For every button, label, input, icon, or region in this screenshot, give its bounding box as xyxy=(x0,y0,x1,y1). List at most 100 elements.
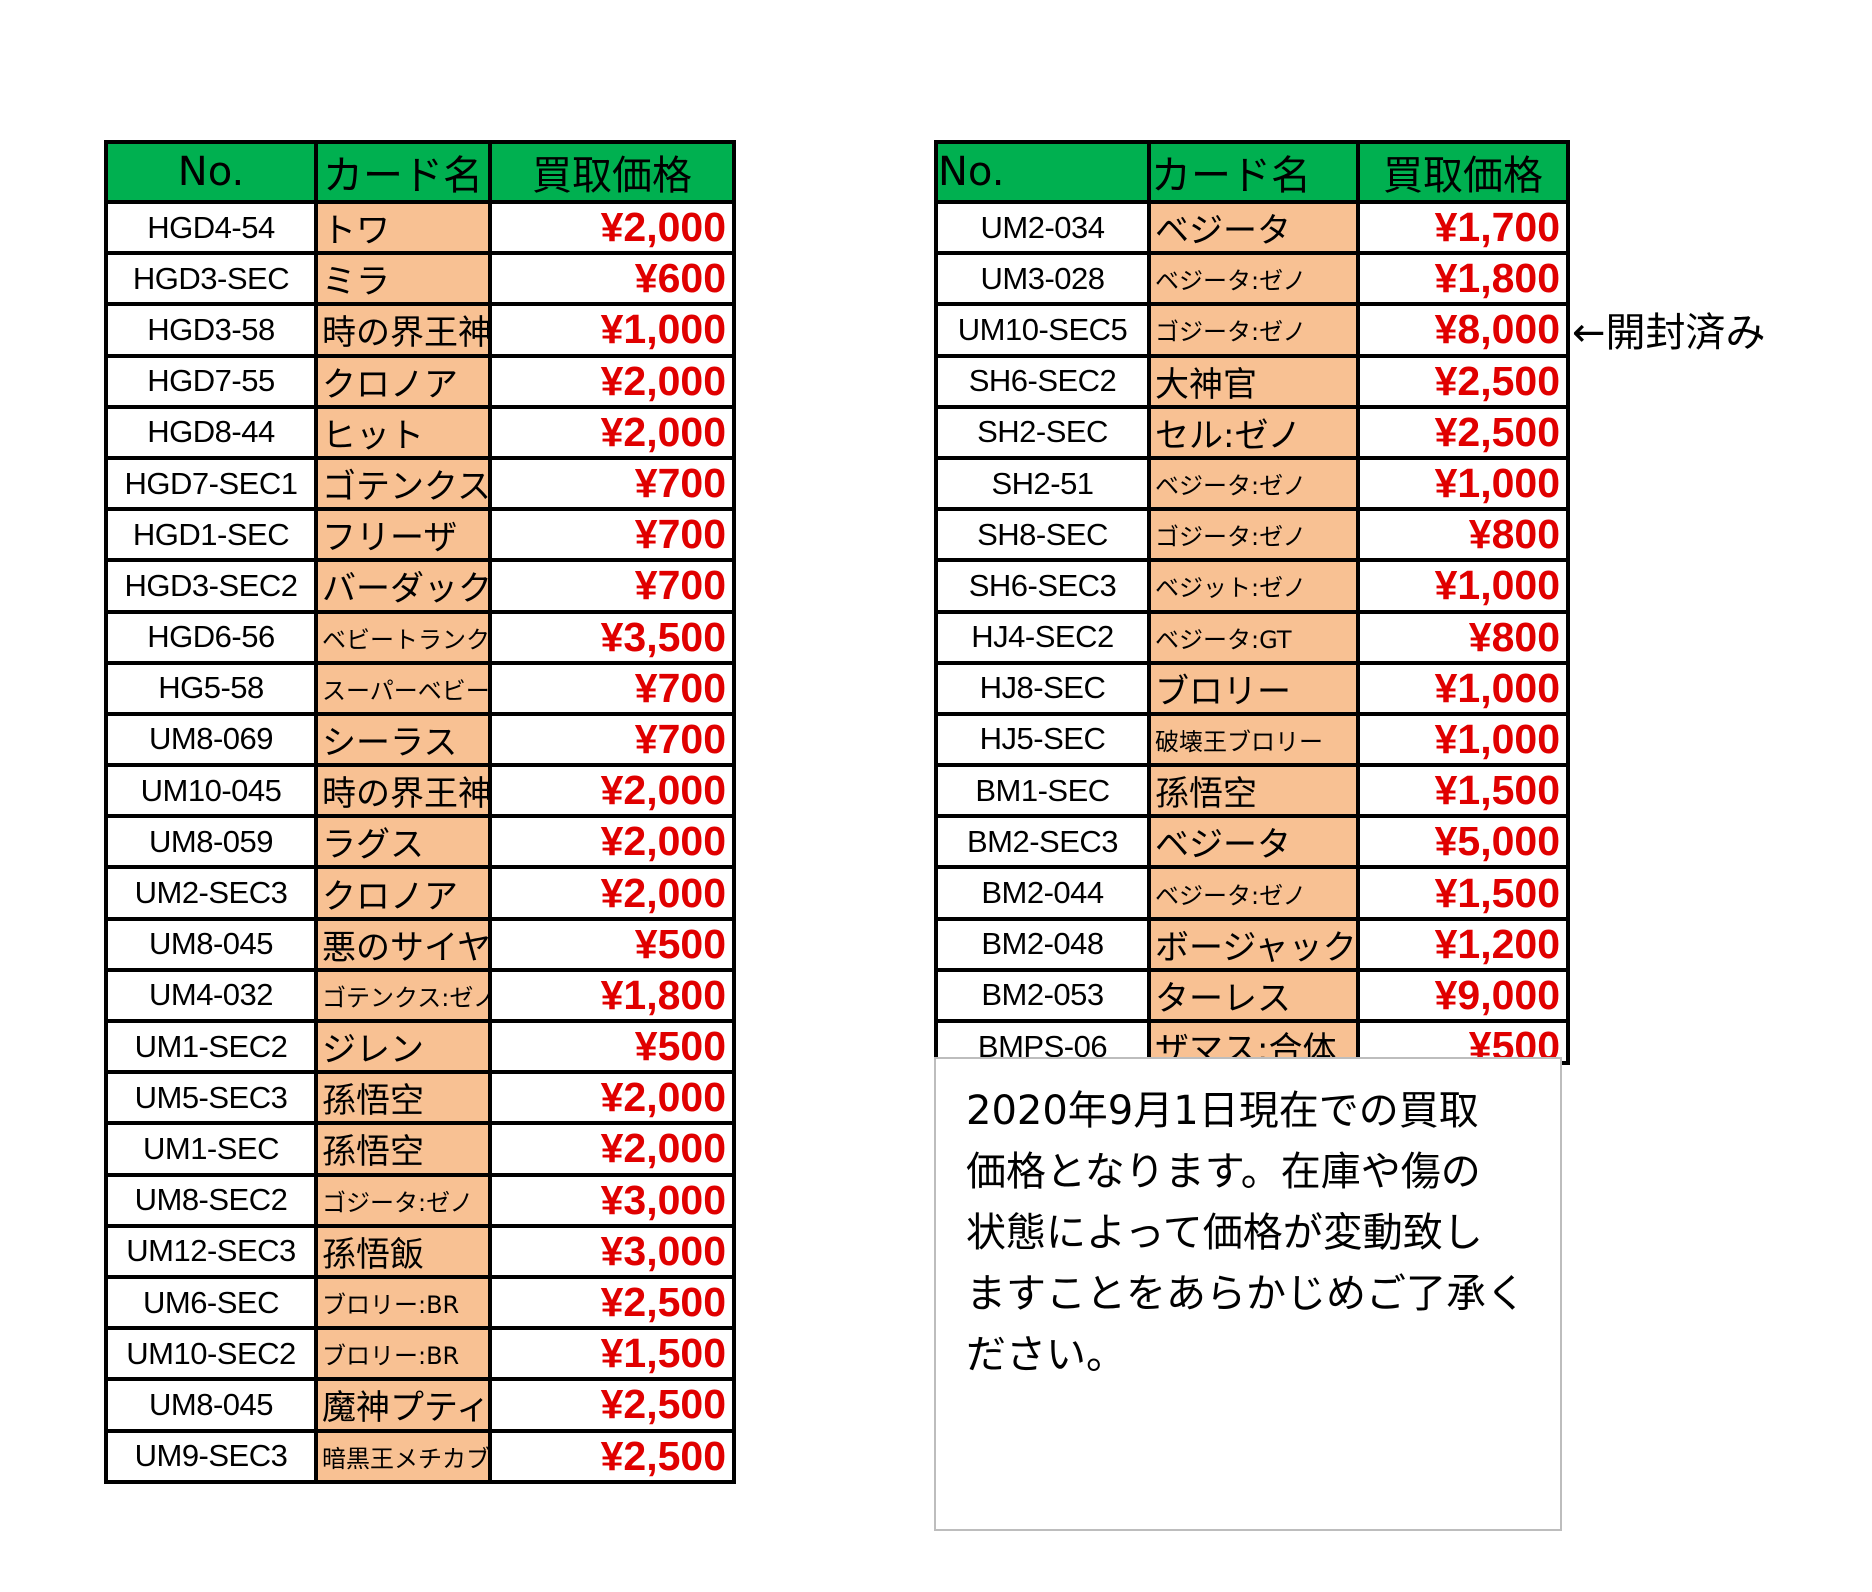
card-name-cell: ターレス xyxy=(1151,971,1356,1019)
table-row: SH6-SEC3 ベジット:ゼノ ¥1,000 xyxy=(938,562,1566,610)
card-number-cell: HGD6-56 xyxy=(108,613,314,661)
notice-line: 価格となります。在庫や傷の xyxy=(966,1149,1481,1195)
buy-price-cell: ¥5,000 xyxy=(1360,818,1566,866)
card-name-cell: フリーザ xyxy=(318,511,488,559)
buy-price-cell: ¥700 xyxy=(492,511,732,559)
card-number-cell: SH6-SEC3 xyxy=(938,562,1147,610)
header-card-name: カード名 xyxy=(1151,144,1356,200)
buy-price-cell: ¥1,800 xyxy=(492,971,732,1019)
table-row: SH2-SEC セル:ゼノ ¥2,500 xyxy=(938,408,1566,456)
card-number-cell: UM8-045 xyxy=(108,1381,314,1429)
card-name-cell: 時の界王神 xyxy=(318,306,488,354)
table-row: HGD1-SEC フリーザ ¥700 xyxy=(108,511,732,559)
table-row: UM8-045魔神プティン¥2,500 xyxy=(108,1381,732,1429)
notice-line: 状態によって価格が変動致し xyxy=(966,1210,1483,1256)
card-name-cell: スーパーベビー2 xyxy=(318,664,488,712)
buy-price-cell: ¥2,000 xyxy=(492,869,732,917)
buy-price-cell: ¥600 xyxy=(492,255,732,303)
buy-price-cell: ¥800 xyxy=(1360,613,1566,661)
card-name-cell: 孫悟飯 xyxy=(318,1227,488,1275)
card-name-cell: ベジータ xyxy=(1151,204,1356,252)
card-name-cell: シーラス xyxy=(318,715,488,764)
table-row: BM1-SEC 孫悟空 ¥1,500 xyxy=(938,767,1566,815)
buy-price-cell: ¥1,500 xyxy=(1360,869,1566,917)
card-number-cell: UM8-069 xyxy=(108,715,314,764)
card-name-cell: ベジータ:ゼノ xyxy=(1151,869,1356,917)
buy-price-cell: ¥500 xyxy=(1360,1023,1566,1061)
card-number-cell: UM8-045 xyxy=(108,920,314,968)
buy-price-cell: ¥8,000 xyxy=(1360,306,1566,354)
card-name-cell: ベジータ xyxy=(1151,818,1356,866)
header-card-name: カード名 xyxy=(318,144,488,200)
card-name-cell: 孫悟空 xyxy=(1151,767,1356,815)
card-number-cell: UM10-SEC5 xyxy=(938,306,1147,354)
card-number-cell: BM1-SEC xyxy=(938,767,1147,815)
buy-price-cell: ¥700 xyxy=(492,715,732,764)
left-price-table: No. カード名 買取価格 HGD4-54 トワ ¥2,000 HGD3-SEC ミラ ¥… xyxy=(104,140,736,1484)
card-number-cell: HGD7-SEC1 xyxy=(108,459,314,508)
card-name-cell: ベジット:ゼノ xyxy=(1151,562,1356,610)
header-no: No. xyxy=(938,144,1147,200)
card-name-cell: ヒット xyxy=(318,408,488,456)
buy-price-cell: ¥9,000 xyxy=(1360,971,1566,1019)
card-number-cell: HGD7-55 xyxy=(108,357,314,405)
table-row: HJ4-SEC2 ベジータ:GT ¥800 xyxy=(938,613,1566,661)
card-name-cell: ベジータ:ゼノ xyxy=(1151,459,1356,508)
card-name-cell: ブロリー:BR xyxy=(318,1330,488,1378)
card-name-cell: 孫悟空 xyxy=(318,1125,488,1173)
card-name-cell: 悪のサイヤ人 xyxy=(318,920,488,968)
card-name-cell: ゴジータ:ゼノ xyxy=(1151,306,1356,354)
notice-line: ますことをあらかじめご了承く xyxy=(966,1271,1526,1317)
card-number-cell: BM2-SEC3 xyxy=(938,818,1147,866)
card-number-cell: HGD3-58 xyxy=(108,306,314,354)
card-number-cell: HGD3-SEC xyxy=(108,255,314,303)
table-row: UM9-SEC3暗黒王メチカブラ¥2,500 xyxy=(108,1432,732,1480)
table-row: HGD6-56ベビートランクス¥3,500 xyxy=(108,613,732,661)
table-row: UM1-SEC 孫悟空 ¥2,000 xyxy=(108,1125,732,1173)
table-row: SH2-51 ベジータ:ゼノ ¥1,000 xyxy=(938,459,1566,508)
buy-price-cell: ¥3,500 xyxy=(492,613,732,661)
card-number-cell: UM9-SEC3 xyxy=(108,1432,314,1480)
right-price-table: No. カード名 買取価格 UM2-034 ベジータ ¥1,700 UM3-028 ベジ… xyxy=(934,140,1570,1065)
card-number-cell: HJ4-SEC2 xyxy=(938,613,1147,661)
card-name-cell: ベビートランクス xyxy=(318,613,488,661)
table-row: BM2-044 ベジータ:ゼノ ¥1,500 xyxy=(938,869,1566,917)
table-row: UM8-SEC2 ゴジータ:ゼノ ¥3,000 xyxy=(108,1176,732,1224)
card-name-cell: ゴジータ:ゼノ xyxy=(318,1176,488,1224)
buy-price-cell: ¥1,200 xyxy=(1360,920,1566,968)
buy-price-cell: ¥700 xyxy=(492,664,732,712)
card-number-cell: SH8-SEC xyxy=(938,511,1147,559)
card-name-cell: バーダック xyxy=(318,562,488,610)
buy-price-cell: ¥500 xyxy=(492,920,732,968)
card-number-cell: HGD3-SEC2 xyxy=(108,562,314,610)
table-row: HG5-58 スーパーベビー2 ¥700 xyxy=(108,664,732,712)
card-number-cell: HJ8-SEC xyxy=(938,664,1147,712)
table-row: HGD4-54 トワ ¥2,000 xyxy=(108,204,732,252)
card-number-cell: UM10-045 xyxy=(108,767,314,815)
card-number-cell: HJ5-SEC xyxy=(938,715,1147,764)
table-row: SH8-SEC ゴジータ:ゼノ ¥800 xyxy=(938,511,1566,559)
card-number-cell: BM2-044 xyxy=(938,869,1147,917)
table-header: No. カード名 買取価格 xyxy=(108,144,732,200)
card-name-cell: ベジータ:GT xyxy=(1151,613,1356,661)
table-row: HGD8-44 ヒット ¥2,000 xyxy=(108,408,732,456)
table-row: UM8-059 ラグス ¥2,000 xyxy=(108,818,732,866)
buy-price-cell: ¥3,000 xyxy=(492,1227,732,1275)
buy-price-cell: ¥1,000 xyxy=(1360,715,1566,764)
table-row: HJ5-SEC 破壊王ブロリー ¥1,000 xyxy=(938,715,1566,764)
buy-price-cell: ¥1,500 xyxy=(492,1330,732,1378)
buy-price-cell: ¥2,500 xyxy=(492,1381,732,1429)
table-row: HGD3-SEC ミラ ¥600 xyxy=(108,255,732,303)
buy-price-cell: ¥1,500 xyxy=(1360,767,1566,815)
table-header: No. カード名 買取価格 xyxy=(938,144,1566,200)
buy-price-cell: ¥2,000 xyxy=(492,818,732,866)
card-number-cell: HGD4-54 xyxy=(108,204,314,252)
card-number-cell: UM12-SEC3 xyxy=(108,1227,314,1275)
card-name-cell: 大神官 xyxy=(1151,357,1356,405)
table-row: BMPS-06 ザマス:合体 ¥500 xyxy=(938,1023,1566,1061)
buy-price-cell: ¥1,000 xyxy=(1360,562,1566,610)
buy-price-cell: ¥2,000 xyxy=(492,1074,732,1122)
buy-price-cell: ¥3,000 xyxy=(492,1176,732,1224)
price-notice-box: 2020年9月1日現在での買取 価格となります。在庫や傷の 状態によって価格が変… xyxy=(934,1057,1562,1531)
card-number-cell: UM1-SEC xyxy=(108,1125,314,1173)
